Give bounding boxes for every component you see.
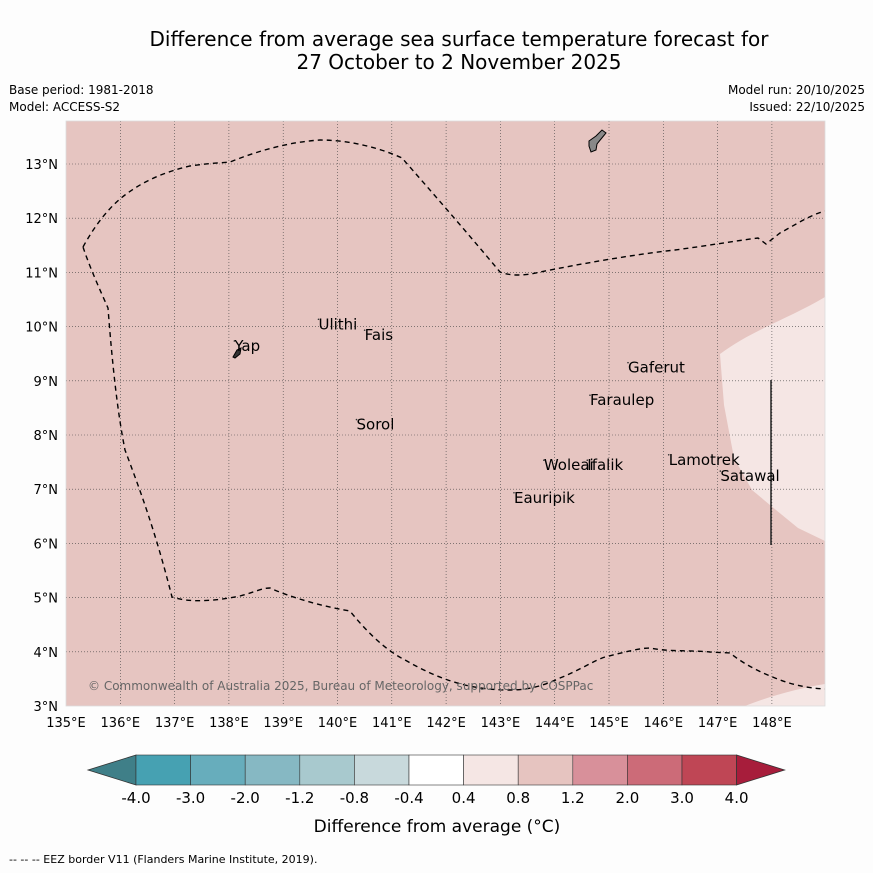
anomaly-patch-southeast [745, 684, 825, 706]
lon-tick-label: 145°E [589, 716, 629, 731]
colorbar-tick-label: -2.0 [231, 789, 260, 807]
colorbar-segment [572, 754, 628, 786]
place-label: Ifalik [587, 456, 623, 474]
lon-tick-label: 141°E [372, 716, 412, 731]
colorbar-segment [299, 754, 355, 786]
place-label: Satawal [720, 467, 779, 485]
lat-tick-label: 5°N [34, 592, 59, 607]
place-marker [363, 329, 366, 331]
base-period: Base period: 1981-2018 [9, 83, 154, 97]
lat-tick-label: 8°N [34, 429, 59, 444]
meta-right: Model run: 20/10/2025 Issued: 22/10/2025 [728, 82, 865, 116]
place-label: Gaferut [628, 359, 685, 377]
colorbar-tick-label: 0.8 [506, 789, 530, 807]
lon-tick-label: 147°E [698, 716, 738, 731]
colorbar-over-arrow [736, 754, 786, 786]
lon-tick-label: 137°E [155, 716, 195, 731]
chart-title: Difference from average sea surface temp… [0, 28, 873, 74]
colorbar-tick-label: -1.2 [285, 789, 314, 807]
place-marker [589, 394, 591, 396]
colorbar-tick-label: -0.4 [394, 789, 423, 807]
lat-tick-label: 12°N [25, 212, 58, 227]
place-label: Sorol [357, 416, 395, 434]
eez-border [82, 139, 825, 691]
yap-island [232, 347, 242, 359]
place-label: Faraulep [590, 391, 654, 409]
map-panel: Yap Ulithi Fais Gaferut Faraulep Sorol Lamotre… [25, 120, 826, 731]
title-line-1: Difference from average sea surface temp… [149, 27, 769, 51]
lon-tick-label: 135°E [46, 716, 86, 731]
place-label: Eauripik [514, 489, 575, 507]
place-label: Lamotrek [669, 451, 740, 469]
place-marker [719, 470, 722, 472]
lon-tick-label: 139°E [263, 716, 303, 731]
lon-tick-label: 138°E [209, 716, 249, 731]
colorbar-segment [135, 754, 191, 786]
colorbar-segment [408, 754, 464, 786]
colorbar-tick-label: -0.8 [340, 789, 369, 807]
colorbar-segment [627, 754, 683, 786]
lat-tick-label: 3°N [34, 700, 59, 715]
eez-legend-footer: -- -- -- EEZ border V11 (Flanders Marine… [9, 853, 318, 866]
lon-tick-label: 142°E [426, 716, 466, 731]
graticule [66, 121, 825, 706]
model-name: Model: ACCESS-S2 [9, 100, 121, 114]
lat-tick-label: 9°N [34, 375, 59, 390]
lat-tick-label: 11°N [25, 266, 58, 281]
lat-tick-label: 10°N [25, 321, 58, 336]
map-frame [65, 120, 826, 707]
place-marker [586, 459, 589, 462]
copyright-notice: © Commonwealth of Australia 2025, Bureau… [88, 679, 593, 693]
colorbar-tick-label: 2.0 [615, 789, 639, 807]
lat-tick-label: 4°N [34, 646, 59, 661]
lon-tick-label: 148°E [752, 716, 792, 731]
colorbar-segment [354, 754, 410, 786]
latitude-ticks: 3°N 4°N 5°N 6°N 7°N 8°N 9°N 10°N 11°N 12°N 13°N [25, 158, 58, 715]
colorbar-tick-label: 4.0 [725, 789, 749, 807]
meta-left: Base period: 1981-2018 Model: ACCESS-S2 [9, 82, 154, 116]
lat-tick-label: 6°N [34, 537, 59, 552]
lon-tick-label: 144°E [535, 716, 575, 731]
colorbar-tick-label: 3.0 [670, 789, 694, 807]
place-marker [627, 361, 629, 364]
lon-tick-label: 136°E [101, 716, 141, 731]
place-marker [667, 454, 670, 456]
place-marker [543, 459, 545, 462]
lat-tick-label: 7°N [34, 483, 59, 498]
place-marker [513, 491, 515, 494]
lon-tick-label: 146°E [644, 716, 684, 731]
colorbar: -4.0 -3.0 -2.0 -1.2 -0.8 -0.4 0.4 0.8 1.2 2.0 3.0 4… [86, 754, 786, 807]
colorbar-segment [517, 754, 574, 786]
colorbar-under-arrow [86, 754, 137, 786]
place-marker [355, 418, 358, 421]
model-run: Model run: 20/10/2025 [727, 83, 865, 97]
lat-tick-label: 13°N [25, 158, 58, 173]
colorbar-segment [190, 754, 246, 786]
place-label: Ulithi [318, 315, 357, 333]
lon-tick-label: 143°E [481, 716, 521, 731]
title-line-2: 27 October to 2 November 2025 [296, 50, 622, 74]
place-marker [317, 318, 320, 321]
colorbar-segment [681, 754, 737, 786]
place-label: Woleai [544, 456, 594, 474]
issued-date: Issued: 22/10/2025 [749, 100, 865, 114]
colorbar-tick-label: -4.0 [121, 789, 150, 807]
guam-island [588, 129, 607, 153]
colorbar-tick-label: -3.0 [176, 789, 205, 807]
colorbar-tick-label: 1.2 [561, 789, 585, 807]
place-label: Yap [233, 337, 260, 355]
colorbar-segment [244, 754, 301, 786]
anomaly-patch-east [720, 297, 825, 541]
colorbar-segment [463, 754, 519, 786]
place-label: Fais [365, 326, 394, 344]
longitude-ticks: 135°E 136°E 137°E 138°E 139°E 140°E 141°E 142°E… [46, 716, 791, 731]
place-labels: Yap Ulithi Fais Gaferut Faraulep Sorol Lamotre… [233, 315, 779, 506]
place-marker [233, 340, 236, 342]
lon-tick-label: 140°E [318, 716, 358, 731]
colorbar-tick-label: 0.4 [452, 789, 476, 807]
colorbar-label: Difference from average (°C) [314, 817, 561, 837]
